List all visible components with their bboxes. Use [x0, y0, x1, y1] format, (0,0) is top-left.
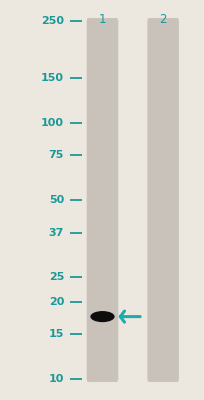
Text: 1: 1 — [98, 13, 106, 26]
Text: 15: 15 — [49, 329, 64, 339]
Text: 150: 150 — [41, 73, 64, 83]
Text: 50: 50 — [49, 195, 64, 205]
Text: 100: 100 — [41, 118, 64, 128]
Text: 10: 10 — [49, 374, 64, 384]
Text: 20: 20 — [49, 297, 64, 307]
Text: 37: 37 — [49, 228, 64, 238]
FancyBboxPatch shape — [147, 18, 178, 382]
Text: 250: 250 — [41, 16, 64, 26]
Text: 25: 25 — [49, 272, 64, 282]
Text: 75: 75 — [49, 150, 64, 160]
Ellipse shape — [90, 311, 114, 322]
Text: 2: 2 — [159, 13, 166, 26]
FancyBboxPatch shape — [86, 18, 118, 382]
